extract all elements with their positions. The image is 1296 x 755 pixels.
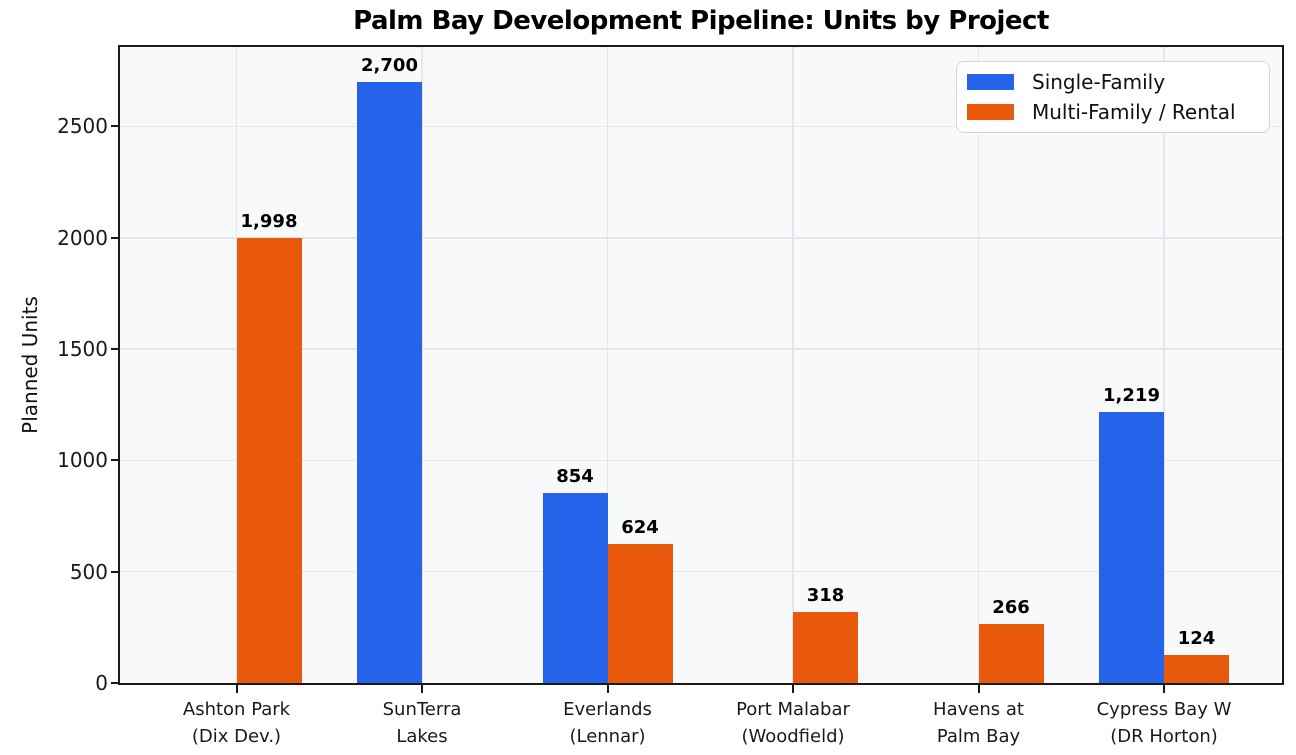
x-tick-mark [792, 685, 794, 693]
gridline-vertical [1163, 47, 1165, 683]
bar-value-label: 624 [621, 517, 659, 539]
gridline-vertical [792, 47, 794, 683]
bar-value-label: 2,700 [361, 54, 418, 76]
bar-single-family [542, 492, 608, 683]
chart-title: Palm Bay Development Pipeline: Units by … [353, 6, 1049, 36]
bar-value-label: 854 [556, 465, 594, 487]
gridline-vertical [606, 47, 609, 683]
y-tick-mark [111, 682, 119, 684]
gridline-horizontal [120, 348, 1282, 350]
plot-layer: 2,700 854 1,219 1,998 624 318 266 124 [120, 47, 1282, 683]
gridline-vertical [977, 47, 980, 683]
bar-single-family [357, 81, 422, 683]
legend-label-single-family: Single-Family [1032, 70, 1166, 94]
bar-multi-family-rental [236, 238, 302, 683]
y-tick-label: 1000 [57, 448, 108, 473]
x-tick-label: Port Malabar (Woodfield) [736, 699, 850, 747]
y-tick-mark [111, 459, 119, 462]
bar-value-label: 318 [806, 585, 845, 607]
y-tick-label: 500 [69, 559, 108, 584]
y-tick-mark [111, 125, 119, 128]
bar-multi-family-rental [793, 612, 858, 683]
bar-value-label: 266 [992, 596, 1030, 618]
y-tick-mark [111, 570, 119, 573]
gridline-horizontal [120, 237, 1282, 239]
bar-value-label: 1,219 [1103, 384, 1160, 406]
legend-item-single-family: Single-Family [967, 70, 1259, 94]
bar-multi-family-rental [978, 623, 1044, 683]
x-tick-mark [235, 685, 238, 693]
bar-single-family [1099, 411, 1164, 683]
x-tick-mark [977, 685, 980, 693]
y-axis-label: Planned Units [18, 296, 42, 434]
x-tick-label: Everlands (Lennar) [563, 699, 652, 747]
x-tick-label: Cypress Bay W (DR Horton) [1096, 699, 1232, 747]
y-tick-mark [111, 236, 119, 239]
x-tick-mark [1163, 685, 1165, 693]
y-tick-label: 2000 [57, 225, 108, 250]
plot-area [118, 45, 1284, 685]
y-tick-label: 1500 [57, 337, 108, 362]
bar-multi-family-rental [1164, 655, 1229, 683]
legend-item-multi-family: Multi-Family / Rental [967, 100, 1259, 124]
gridline-vertical [421, 47, 423, 683]
legend-swatch-single-family [967, 74, 1014, 90]
gridline-horizontal [120, 459, 1282, 462]
x-tick-mark [421, 685, 423, 693]
y-tick-label: 0 [95, 671, 108, 695]
bar-multi-family-rental [607, 544, 673, 683]
gridline-horizontal [120, 125, 1282, 128]
x-tick-label: Havens at Palm Bay [933, 699, 1024, 747]
bar-value-label: 1,998 [240, 211, 298, 233]
x-tick-label: Ashton Park (Dix Dev.) [182, 699, 291, 747]
y-tick-mark [111, 348, 119, 351]
x-tick-mark [606, 685, 609, 693]
bar-value-label: 124 [1177, 628, 1216, 650]
legend-swatch-multi-family [967, 104, 1014, 120]
y-tick-label: 2500 [57, 114, 108, 139]
legend: Single-Family Multi-Family / Rental [956, 61, 1270, 133]
gridline-horizontal [120, 570, 1282, 573]
x-tick-label: SunTerra Lakes [382, 699, 462, 747]
legend-label-multi-family: Multi-Family / Rental [1032, 100, 1236, 124]
